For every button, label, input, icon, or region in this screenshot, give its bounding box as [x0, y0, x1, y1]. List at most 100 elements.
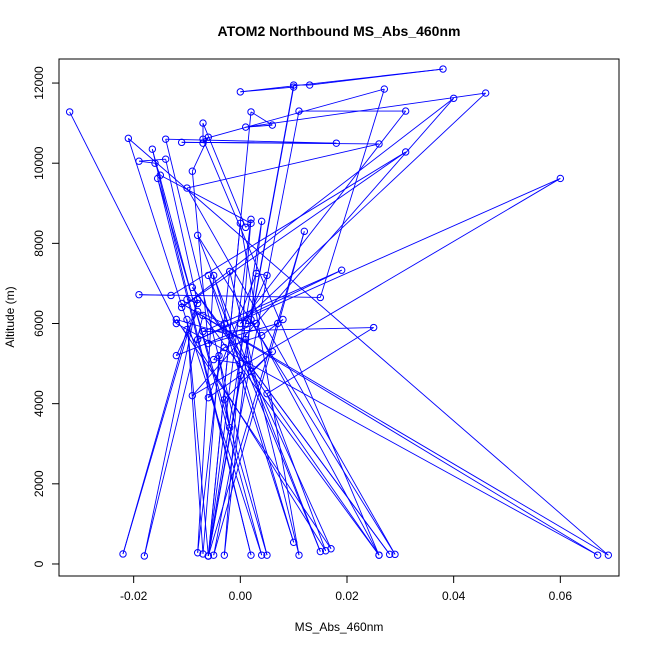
x-tick-label: 0.06: [549, 589, 573, 603]
data-point: [268, 121, 277, 129]
series-line-segment: [245, 359, 332, 549]
y-tick-label: 4000: [32, 390, 46, 417]
series-line-segment: [170, 151, 406, 296]
series-line-segment: [202, 122, 247, 228]
data-point: [241, 335, 250, 344]
series-line-segment: [202, 269, 342, 332]
data-point: [316, 293, 325, 302]
series-line-segment: [165, 139, 268, 556]
series-line-segment: [157, 178, 268, 556]
data-point: [375, 551, 383, 559]
series-line-segment: [223, 323, 241, 364]
series-line-segment: [208, 323, 278, 344]
data-point: [257, 217, 266, 226]
data-point: [247, 367, 255, 376]
data-point: [183, 315, 191, 324]
series-line-segment: [69, 111, 177, 324]
series-line-segment: [250, 84, 295, 320]
series-line-segment: [186, 319, 204, 554]
data-point: [289, 81, 298, 89]
data-point: [236, 88, 245, 96]
data-point: [369, 323, 378, 332]
data-point: [135, 157, 143, 165]
series-line-segment: [218, 355, 231, 428]
series-line-segment: [138, 158, 166, 162]
data-point: [172, 315, 181, 324]
data-point: [236, 219, 245, 228]
data-point: [593, 551, 602, 559]
series-line-segment: [224, 351, 273, 400]
series-line-segment: [181, 97, 454, 308]
data-point: [247, 315, 255, 324]
data-point: [156, 171, 165, 179]
data-point: [236, 359, 245, 368]
series-line-segment: [192, 178, 561, 397]
data-point: [220, 551, 229, 559]
data-point: [177, 138, 186, 147]
y-axis: 0 2000 4000 6000 8000 10000 12000: [32, 66, 59, 567]
series-line-segment: [128, 138, 609, 556]
data-point: [273, 319, 282, 328]
series-line-segment: [213, 275, 295, 543]
series-line-segment: [165, 159, 199, 304]
data-point: [183, 325, 191, 334]
series-line-segment: [223, 219, 252, 556]
series-line-segment: [175, 319, 332, 549]
data-point: [177, 299, 186, 308]
data-point: [220, 395, 229, 404]
series-line-segment: [250, 111, 273, 126]
data-point: [183, 184, 191, 192]
data-point: [148, 145, 157, 153]
data-point: [188, 283, 197, 292]
series-line-segment: [207, 273, 257, 398]
series-line-segment: [213, 347, 225, 360]
series-line-segment: [239, 223, 300, 556]
data-point: [316, 547, 325, 556]
data-point: [401, 107, 410, 115]
data-point: [199, 327, 207, 336]
series-line-segment: [213, 111, 300, 556]
data-point: [204, 552, 213, 560]
series-line-segment: [207, 275, 295, 543]
data-point: [151, 159, 159, 167]
data-point: [193, 307, 202, 316]
data-point: [204, 393, 213, 402]
data-point: [332, 139, 341, 147]
series-line-segment: [151, 149, 263, 556]
series-line-segment: [138, 160, 156, 164]
data-point: [204, 271, 213, 280]
x-axis: -0.02 0.00 0.02 0.04 0.06: [120, 576, 572, 603]
data-point: [241, 355, 250, 364]
data-point: [375, 140, 383, 148]
data-point: [236, 319, 245, 328]
series-line-segment: [186, 319, 209, 557]
data-point: [220, 343, 229, 352]
data-point: [439, 65, 447, 73]
series-line-segment: [197, 235, 396, 555]
series-line-segment: [266, 327, 374, 395]
plot-frame: [58, 58, 620, 577]
series-line-segment: [143, 315, 204, 557]
y-tick-label: 2000: [32, 470, 46, 497]
series-line-segment: [202, 138, 380, 556]
data-point: [300, 227, 309, 236]
data-point: [225, 267, 234, 276]
series-line-segment: [309, 68, 444, 86]
data-point: [481, 89, 490, 97]
series-line-segment: [245, 275, 268, 324]
series-line-segment: [245, 92, 486, 128]
series-line-segment: [176, 323, 257, 356]
data-point: [199, 311, 207, 320]
y-tick-label: 12000: [32, 66, 46, 100]
x-axis-label: MS_Abs_460nm: [295, 620, 384, 634]
series-line-segment: [138, 294, 172, 296]
data-point: [257, 551, 266, 559]
data-point: [172, 351, 181, 360]
data-point: [177, 303, 186, 312]
data-point: [167, 291, 175, 300]
data-point: [225, 424, 234, 432]
series-line-segment: [160, 174, 252, 224]
series-line-segment: [239, 110, 407, 324]
data-point: [135, 290, 143, 299]
series-line-segment: [175, 311, 199, 356]
